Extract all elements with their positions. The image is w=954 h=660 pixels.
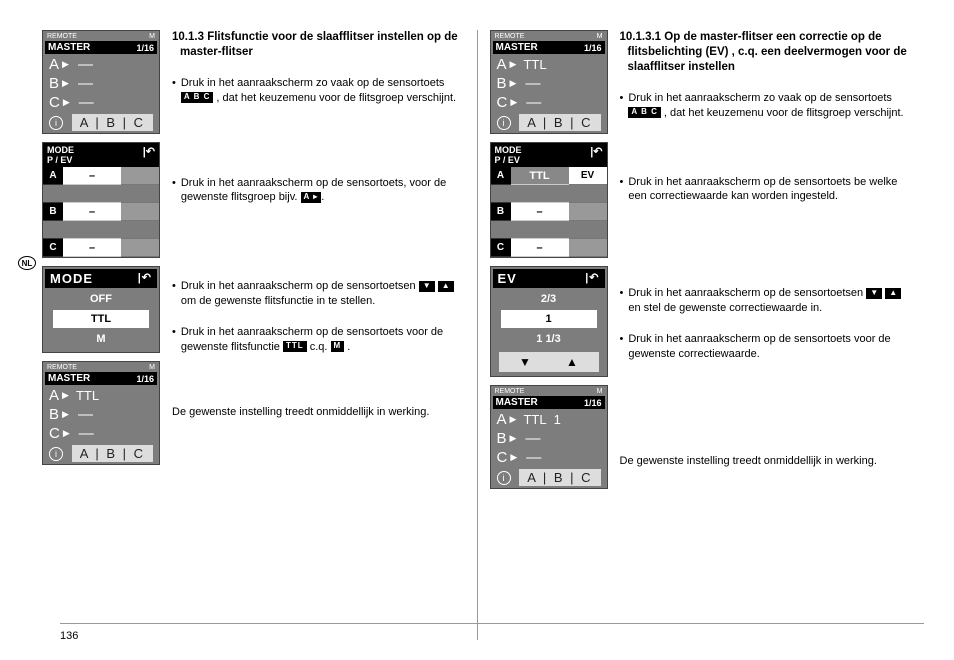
panel-master-r4: REMOTEM MASTER1/16 A▶TTL1 B▶— C▶— iA | B… [490, 385, 608, 489]
info-icon[interactable]: i [49, 447, 63, 461]
group-b: B [49, 75, 59, 92]
panel-ev-select: EV |↶ 2/3 1 1 1/3 ▼ ▲ [490, 266, 608, 377]
master-label: MASTER [48, 42, 90, 53]
down-icon: ▼ [419, 281, 435, 292]
section-title: 10.1.3 Flitsfunctie voor de slaafflitser… [172, 30, 465, 60]
abc-button[interactable]: A | B | C [72, 445, 153, 462]
page-content: REMOTEM MASTER1/16 A▶— B▶— C▶— iA | B | … [0, 0, 954, 660]
bullet: •Druk in het aanraakscherm op de sensor­… [172, 325, 465, 355]
right-text: 10.1.3.1 Op de master-flitser een correc… [620, 30, 913, 640]
up-icon: ▲ [438, 281, 454, 292]
down-icon: ▼ [866, 288, 882, 299]
bullet: •Druk in het aanraakscherm op de sensor­… [172, 279, 465, 309]
bullet: •Druk in het aanraakscherm op de sensor­… [172, 176, 465, 206]
cell-ev[interactable]: EV [569, 167, 607, 185]
opt-off[interactable]: OFF [53, 290, 149, 308]
abc-button[interactable]: A | B | C [519, 469, 600, 486]
right-column: REMOTEM MASTER1/16 A▶TTL B▶— C▶— iA | B … [478, 30, 925, 640]
footer-text: De gewenste instelling treedt onmiddelli… [620, 454, 913, 469]
down-arrow[interactable]: ▼ [519, 355, 531, 369]
panel-mode-table-r: MODEP / EV|↶ ATTLEV B– C– [490, 142, 608, 258]
left-text: 10.1.3 Flitsfunctie voor de slaafflitser… [172, 30, 465, 640]
info-icon[interactable]: i [497, 471, 511, 485]
bullet: •Druk in het aanraakscherm op de sensor­… [620, 332, 913, 362]
ev-value: 1 [554, 412, 561, 427]
ev-title: EV [498, 271, 517, 286]
abc-badge: A B C [628, 107, 660, 118]
up-icon: ▲ [885, 288, 901, 299]
cell-ttl[interactable]: TTL [511, 167, 569, 185]
panel-master-1: REMOTEM MASTER1/16 A▶— B▶— C▶— iA | B | … [42, 30, 160, 134]
opt-m[interactable]: M [53, 330, 149, 348]
bullet: •Druk in het aanraakscherm op de sensor­… [620, 175, 913, 205]
opt-ev3[interactable]: 1 1/3 [501, 330, 597, 348]
section-title: 10.1.3.1 Op de master-flitser een correc… [620, 30, 913, 75]
page-number: 136 [60, 630, 78, 642]
panel-mode-table: MODEP / EV|↶ A– B– C– [42, 142, 160, 258]
back-icon[interactable]: |↶ [138, 271, 152, 286]
back-icon[interactable]: |↶ [585, 271, 599, 286]
group-c: C [49, 94, 60, 111]
a-badge: A ▸ [301, 192, 322, 203]
left-column: REMOTEM MASTER1/16 A▶— B▶— C▶— iA | B | … [30, 30, 478, 640]
right-panels: REMOTEM MASTER1/16 A▶TTL B▶— C▶— iA | B … [490, 30, 610, 640]
back-icon[interactable]: |↶ [143, 145, 155, 165]
group-a: A [49, 56, 59, 73]
panel-master-r1: REMOTEM MASTER1/16 A▶TTL B▶— C▶— iA | B … [490, 30, 608, 134]
opt-ev2[interactable]: 1 [501, 310, 597, 328]
bullet: •Druk in het aanraakscherm op de sensor­… [620, 286, 913, 316]
power-frac: 1/16 [136, 43, 154, 53]
abc-button[interactable]: A | B | C [72, 114, 153, 131]
info-icon[interactable]: i [49, 116, 63, 130]
back-icon[interactable]: |↶ [590, 145, 602, 165]
mode-hdr: MODE [47, 145, 74, 155]
panel-mode-select: MODE |↶ OFF TTL M [42, 266, 160, 353]
pev-hdr: P / EV [47, 155, 72, 165]
panel-master-2: REMOTEM MASTER1/16 A▶TTL B▶— C▶— iA | B … [42, 361, 160, 465]
language-tab: NL [18, 256, 36, 270]
bullet: •Druk in het aanraakscherm zo vaak op de… [172, 76, 465, 106]
mode-title: MODE [50, 271, 93, 286]
abc-button[interactable]: A | B | C [519, 114, 600, 131]
abc-badge: A B C [181, 92, 213, 103]
remote-label: REMOTE [47, 33, 77, 40]
opt-ttl[interactable]: TTL [53, 310, 149, 328]
footer-text: De gewenste instelling treedt onmiddelli… [172, 405, 465, 420]
bullet: •Druk in het aanraakscherm zo vaak op de… [620, 91, 913, 121]
left-panels: REMOTEM MASTER1/16 A▶— B▶— C▶— iA | B | … [42, 30, 162, 640]
a-ttl: TTL [76, 388, 99, 403]
m-label: M [149, 33, 155, 40]
opt-ev1[interactable]: 2/3 [501, 290, 597, 308]
up-arrow[interactable]: ▲ [566, 355, 578, 369]
ttl-badge: TTL [283, 341, 307, 352]
m-badge: M [331, 341, 345, 352]
footer-rule [60, 623, 924, 624]
info-icon[interactable]: i [497, 116, 511, 130]
